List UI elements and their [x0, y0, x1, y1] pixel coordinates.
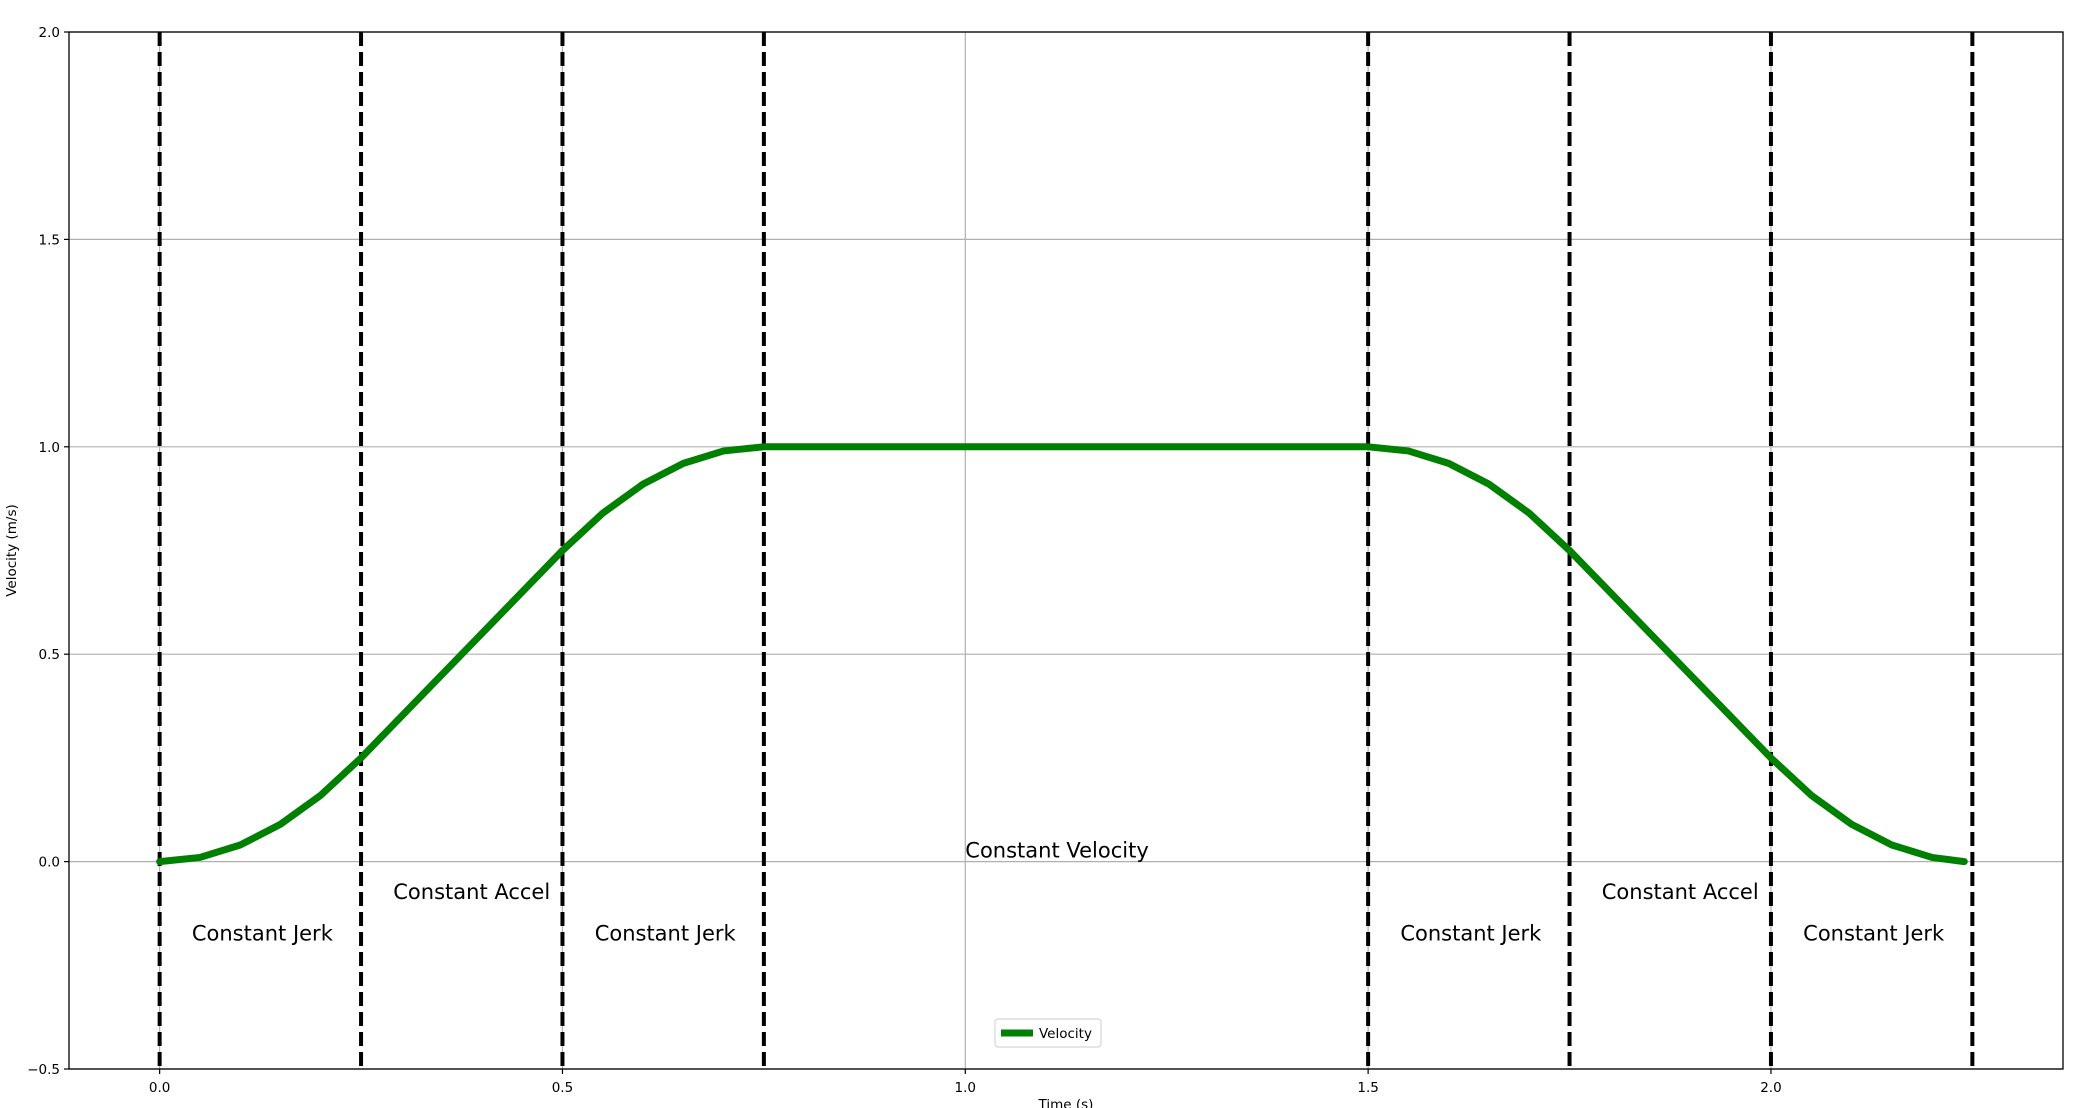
- phase-annotation: Constant Accel: [393, 880, 550, 904]
- y-tick-label: 1.5: [39, 232, 60, 248]
- phase-annotations: Constant Jerk Constant Accel Constant Jerk…: [192, 838, 1945, 945]
- y-tick-label: 2.0: [39, 25, 60, 41]
- phase-annotation: Constant Jerk: [1803, 921, 1945, 945]
- phase-annotation: Constant Jerk: [1400, 921, 1542, 945]
- phase-annotation: Constant Jerk: [595, 921, 737, 945]
- phase-annotation: Constant Jerk: [192, 921, 334, 945]
- phase-annotation: Constant Velocity: [965, 838, 1148, 862]
- y-tick-label: 0.5: [39, 647, 60, 663]
- phase-annotation: Constant Accel: [1602, 880, 1759, 904]
- x-tick-label: 2.0: [1760, 1080, 1781, 1096]
- y-tick-label: 0.0: [39, 855, 60, 871]
- x-tick-label: 1.0: [955, 1080, 976, 1096]
- x-tick-label: 1.5: [1357, 1080, 1378, 1096]
- series-line-velocity: [156, 443, 1968, 866]
- y-tick-label: −0.5: [27, 1062, 60, 1078]
- x-tick-label: 0.0: [149, 1080, 170, 1096]
- y-tick-label: 1.0: [39, 440, 60, 456]
- axis-ticks: 0.0 0.5 1.0 1.5 2.0 −0.5 0.0 0.5 1.0 1.5 2.0: [27, 25, 1781, 1096]
- phase-boundaries: [157, 32, 1975, 1069]
- legend: Velocity: [994, 1018, 1102, 1048]
- x-axis-label: Time (s): [1038, 1097, 1094, 1108]
- legend-entry-velocity: Velocity: [1039, 1026, 1092, 1042]
- plot-frame: [68, 31, 2064, 1070]
- y-axis-label: Velocity (m/s): [4, 504, 20, 597]
- x-tick-label: 0.5: [552, 1080, 573, 1096]
- series-lines: [156, 443, 1968, 866]
- legend-box: [994, 1018, 1102, 1048]
